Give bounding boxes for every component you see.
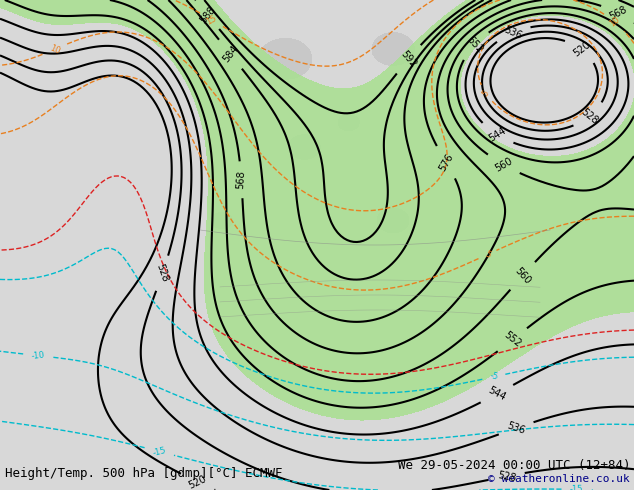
Text: 520: 520 <box>187 473 208 490</box>
Text: 5: 5 <box>481 89 491 98</box>
Text: 560: 560 <box>513 266 533 286</box>
Text: 10: 10 <box>608 15 621 29</box>
Text: -5: -5 <box>489 371 499 382</box>
Text: -10: -10 <box>31 350 46 361</box>
Text: 536: 536 <box>503 24 524 41</box>
Text: 560: 560 <box>493 156 514 173</box>
Text: 528: 528 <box>155 263 170 284</box>
Text: We 29-05-2024 00:00 UTC (12+84): We 29-05-2024 00:00 UTC (12+84) <box>398 459 630 472</box>
Text: 536: 536 <box>506 420 526 436</box>
Text: 544: 544 <box>486 125 507 144</box>
Text: -15: -15 <box>152 445 167 458</box>
Text: 528: 528 <box>496 470 517 483</box>
Text: 10: 10 <box>48 43 61 55</box>
Text: 568: 568 <box>236 170 247 189</box>
Text: © weatheronline.co.uk: © weatheronline.co.uk <box>488 474 630 484</box>
Text: 576: 576 <box>437 151 455 172</box>
Text: 528: 528 <box>579 106 600 126</box>
Text: 520: 520 <box>571 40 592 59</box>
Text: 15: 15 <box>205 13 218 26</box>
Text: Height/Temp. 500 hPa [gdmp][°C] ECMWF: Height/Temp. 500 hPa [gdmp][°C] ECMWF <box>5 467 283 480</box>
Text: 552: 552 <box>502 330 523 349</box>
Text: 5: 5 <box>483 249 492 260</box>
Text: 544: 544 <box>486 385 508 403</box>
Text: 588: 588 <box>198 4 217 25</box>
Text: -15: -15 <box>570 485 583 490</box>
Text: 584: 584 <box>221 44 240 65</box>
Text: 568: 568 <box>607 4 628 22</box>
Text: 552: 552 <box>465 34 485 55</box>
Text: 592: 592 <box>399 49 418 70</box>
